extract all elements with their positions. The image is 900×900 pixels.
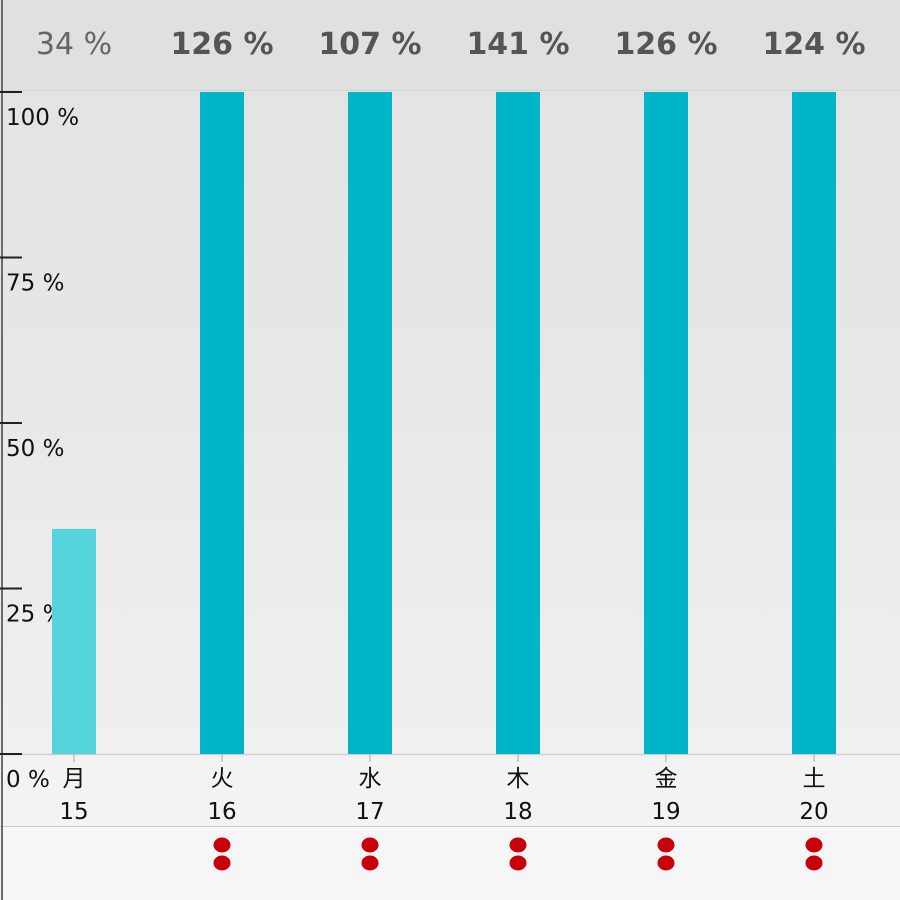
header-band [0, 0, 900, 90]
value-label: 141 % [466, 27, 569, 62]
value-label: 124 % [762, 27, 865, 62]
x-day-label: 火 [211, 766, 234, 792]
marker-dot [657, 855, 675, 871]
y-tick-label: 75 % [6, 271, 64, 297]
marker-dot [213, 855, 231, 871]
marker-dot [805, 837, 823, 853]
marker-dot [509, 855, 527, 871]
y-tick-label: 0 % [6, 767, 50, 793]
y-tick-label: 100 % [6, 105, 79, 131]
x-day-label: 月 [63, 766, 86, 792]
marker-dot [361, 837, 379, 853]
x-day-label: 水 [359, 766, 382, 792]
value-label: 34 % [36, 27, 112, 62]
x-day-label: 木 [507, 766, 530, 792]
bar [200, 92, 244, 754]
x-date-label: 16 [207, 799, 236, 825]
x-date-label: 20 [799, 799, 828, 825]
value-label: 126 % [614, 27, 717, 62]
footer-band [0, 827, 900, 900]
x-date-label: 15 [59, 799, 88, 825]
bars [52, 92, 836, 762]
marker-dot [361, 855, 379, 871]
marker-dot [657, 837, 675, 853]
bar [496, 92, 540, 754]
marker-dot [509, 837, 527, 853]
x-date-label: 19 [651, 799, 680, 825]
y-tick-label: 50 % [6, 436, 64, 462]
xlabel-band [0, 755, 900, 827]
x-date-label: 18 [503, 799, 532, 825]
x-day-label: 金 [655, 766, 678, 792]
x-axis-labels: 月 15 火 16 水 17 木 18 金 19 土 20 [59, 766, 828, 825]
x-day-label: 土 [803, 766, 826, 792]
bar [792, 92, 836, 754]
marker-dot [805, 855, 823, 871]
value-label: 107 % [318, 27, 421, 62]
value-labels: 34 % 126 % 107 % 141 % 126 % 124 % [36, 27, 866, 62]
markers [213, 837, 823, 871]
value-label: 126 % [170, 27, 273, 62]
bar [52, 528, 96, 754]
bar [348, 92, 392, 754]
marker-dot [213, 837, 231, 853]
x-date-label: 17 [355, 799, 384, 825]
bar [644, 92, 688, 754]
